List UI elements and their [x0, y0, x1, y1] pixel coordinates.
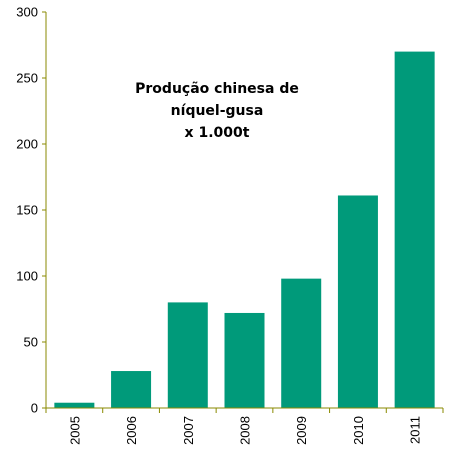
- bar-2007: [167, 302, 208, 408]
- chart-title-line-2: níquel-gusa: [171, 103, 264, 119]
- chart-title-line-3: x 1.000t: [185, 125, 250, 141]
- bar-2011: [394, 51, 435, 408]
- x-axis-ticks: 2005 2006 2007 2008 2009 2010 2011: [45, 408, 444, 445]
- bar-2009: [281, 278, 322, 408]
- y-axis-ticks: 0 50 100 150 200 250 300: [16, 5, 46, 416]
- y-tick-label-50: 50: [24, 335, 38, 350]
- x-tick-label-2006: 2006: [124, 416, 139, 445]
- bar-2005: [54, 402, 95, 408]
- x-tick-label-2011: 2011: [408, 416, 423, 444]
- x-tick-label-2007: 2007: [181, 416, 196, 445]
- x-tick-label-2005: 2005: [67, 416, 82, 445]
- bar-2008: [224, 312, 265, 408]
- y-tick-label-150: 150: [16, 203, 38, 218]
- y-tick-label-300: 300: [16, 5, 38, 20]
- y-tick-label-200: 200: [16, 137, 38, 152]
- y-tick-label-0: 0: [31, 401, 38, 416]
- chart-title-line-1: Produção chinesa de: [135, 81, 299, 97]
- x-tick-label-2010: 2010: [351, 416, 366, 445]
- bars: [54, 51, 435, 408]
- x-tick-label-2009: 2009: [294, 416, 309, 445]
- x-tick-label-2008: 2008: [238, 416, 253, 445]
- bar-2010: [337, 195, 378, 408]
- bar-2006: [111, 371, 152, 408]
- y-tick-label-100: 100: [16, 269, 38, 284]
- y-tick-label-250: 250: [16, 71, 38, 86]
